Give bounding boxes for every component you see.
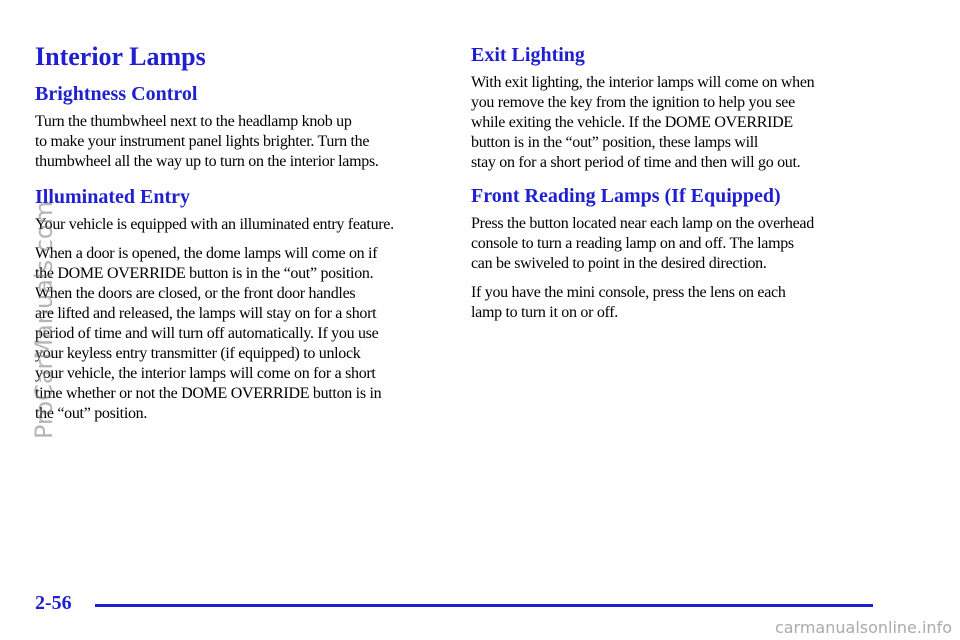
text-line: Turn the thumbwheel next to the headlamp… <box>35 113 352 130</box>
section: Brightness Control Turn the thumbwheel ne… <box>35 80 455 172</box>
text-line: time whether or not the DOME OVERRIDE bu… <box>35 385 382 402</box>
section: Illuminated Entry Your vehicle is equippe… <box>35 183 455 424</box>
text-line: your vehicle, the interior lamps will co… <box>35 365 376 382</box>
page-number: 2-56 <box>35 592 72 614</box>
right-column: Exit Lighting With exit lighting, the int… <box>471 40 891 323</box>
text-line: can be swiveled to point in the desired … <box>471 255 767 272</box>
paragraph: If you have the mini console, press the … <box>471 283 891 323</box>
left-column: Interior Lamps Brightness Control Turn th… <box>35 40 455 424</box>
text-line: When a door is opened, the dome lamps wi… <box>35 245 378 262</box>
page-title: Interior Lamps <box>35 42 206 71</box>
section-heading: Exit Lighting <box>471 44 585 66</box>
text-line: period of time and will turn off automat… <box>35 325 379 342</box>
paragraph: With exit lighting, the interior lamps w… <box>471 73 891 173</box>
text-line: stay on for a short period of time and t… <box>471 154 801 171</box>
paragraph: Turn the thumbwheel next to the headlamp… <box>35 112 455 172</box>
text-line: With exit lighting, the interior lamps w… <box>471 74 815 91</box>
section-heading: Brightness Control <box>35 83 198 105</box>
text-line: console to turn a reading lamp on and of… <box>471 235 794 252</box>
text-line: Press the button located near each lamp … <box>471 215 814 232</box>
text-line: thumbwheel all the way up to turn on the… <box>35 153 379 170</box>
text-line: your keyless entry transmitter (if equip… <box>35 345 361 362</box>
watermark: ProCarManuals.com <box>30 200 58 440</box>
section: Front Reading Lamps (If Equipped) Press t… <box>471 182 891 323</box>
text-line: When the doors are closed, or the front … <box>35 285 356 302</box>
text-line: the “out” position. <box>35 405 148 422</box>
section-heading: Illuminated Entry <box>35 186 191 208</box>
paragraph: Your vehicle is equipped with an illumin… <box>35 215 455 235</box>
paragraph: When a door is opened, the dome lamps wi… <box>35 244 455 424</box>
text-line: lamp to turn it on or off. <box>471 304 618 321</box>
paragraph: Press the button located near each lamp … <box>471 214 891 274</box>
text-line: to make your instrument panel lights bri… <box>35 133 370 150</box>
text-line: button is in the “out” position, these l… <box>471 134 759 151</box>
text-line: If you have the mini console, press the … <box>471 284 786 301</box>
section-heading: Front Reading Lamps (If Equipped) <box>471 185 781 207</box>
text-line: the DOME OVERRIDE button is in the “out”… <box>35 265 374 282</box>
text-line: you remove the key from the ignition to … <box>471 94 795 111</box>
footer-rule <box>95 604 873 607</box>
watermark: carmanualsonline.info <box>774 618 952 637</box>
section: Exit Lighting With exit lighting, the int… <box>471 41 891 173</box>
text-line: are lifted and released, the lamps will … <box>35 305 377 322</box>
text-line: Your vehicle is equipped with an illumin… <box>35 216 394 233</box>
text-line: while exiting the vehicle. If the DOME O… <box>471 114 793 131</box>
